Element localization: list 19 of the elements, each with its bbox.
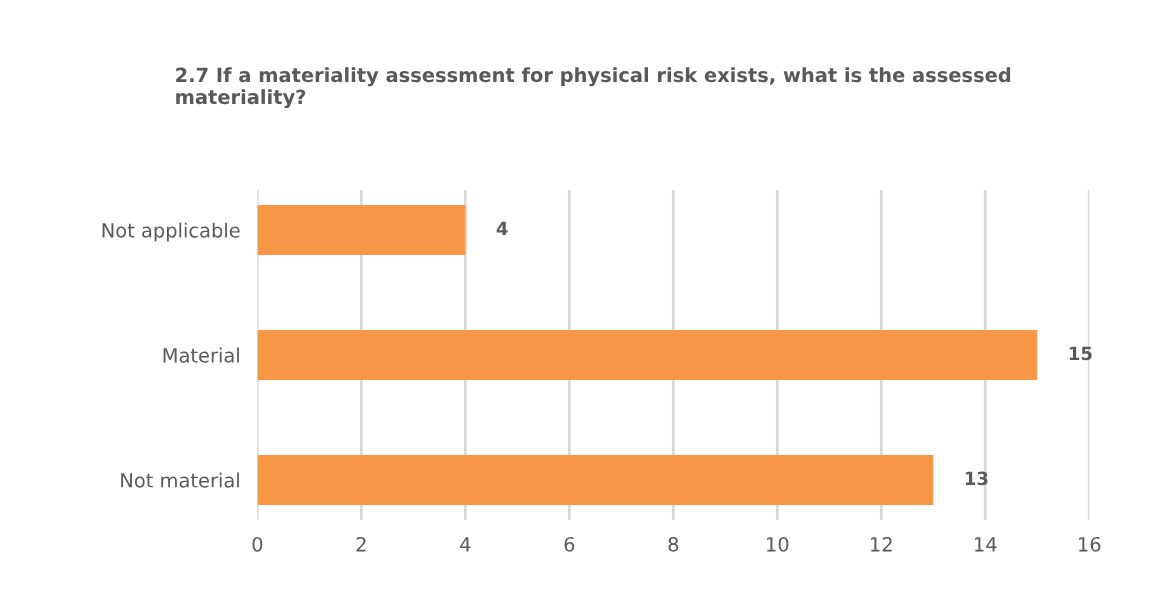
x-tick-label: 12	[871, 536, 892, 552]
x-tick-label: 16	[1079, 536, 1101, 552]
x-tick-label: 2	[356, 536, 366, 552]
x-tick-label: 4	[460, 537, 471, 552]
data-label: 4	[496, 221, 508, 235]
y-tick-label: Not material	[121, 472, 239, 488]
x-tick-label: 0	[252, 536, 263, 552]
bar	[257, 454, 934, 505]
x-tick-label: 6	[564, 536, 575, 552]
y-tick-label: Not applicable	[102, 222, 240, 242]
x-tick-label: 8	[668, 536, 679, 552]
data-label: 13	[965, 471, 988, 486]
x-tick-label: 10	[767, 536, 789, 552]
bar	[257, 205, 466, 256]
y-tick-label: Material	[163, 347, 239, 363]
x-tick-label: 14	[975, 537, 997, 552]
chart-title: 2.7 If a materiality assessment for physical risk exists, what is the assessed materiality?	[176, 67, 1011, 109]
data-label: 15	[1069, 346, 1092, 361]
bar	[257, 330, 1038, 380]
